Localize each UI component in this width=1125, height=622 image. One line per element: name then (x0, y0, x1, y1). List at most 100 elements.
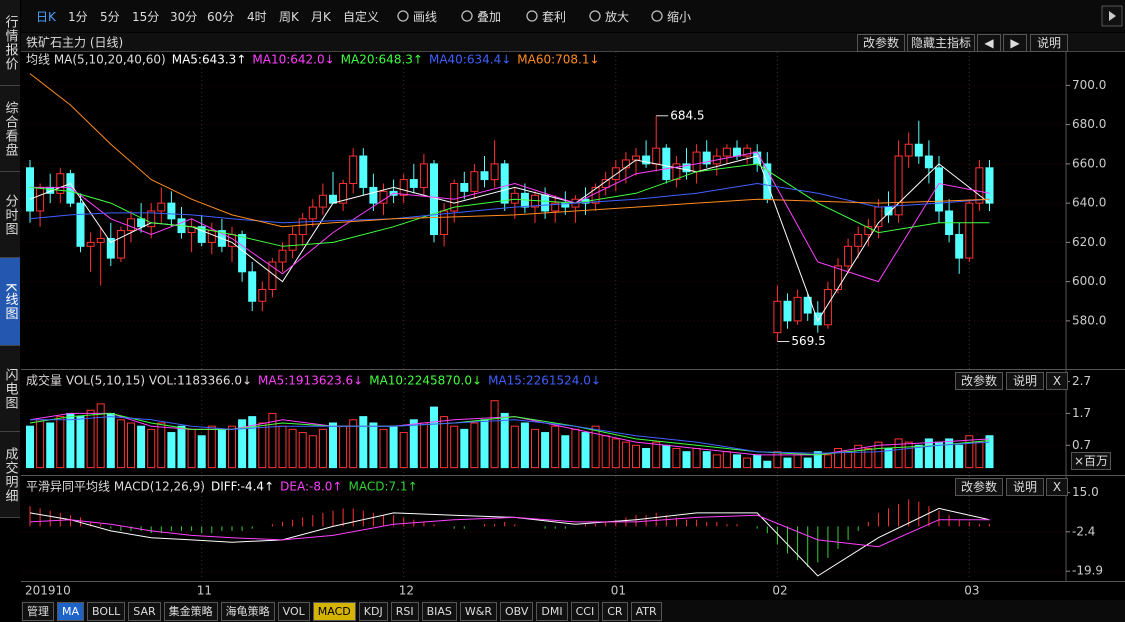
button[interactable]: 说明 (1030, 34, 1068, 52)
ma-line (30, 151, 990, 283)
button[interactable]: 说明 (1006, 372, 1044, 390)
sidebar-tab[interactable]: K线图 (0, 258, 20, 346)
y-tick-label: 660.0 (1072, 156, 1106, 170)
volume-bar (369, 422, 378, 469)
sidebar-tab[interactable]: 行情报价 (0, 0, 20, 86)
button[interactable]: 隐藏主指标 (907, 34, 975, 52)
button[interactable]: 改参数 (857, 34, 905, 52)
period-button[interactable]: 60分 (207, 10, 235, 24)
volume-bar (127, 422, 135, 469)
tool-button[interactable]: 缩小 (667, 10, 692, 24)
candle-body (914, 143, 923, 157)
period-button[interactable]: 30分 (170, 10, 198, 24)
volume-bar (430, 406, 438, 469)
period-button[interactable]: 月K (311, 10, 331, 24)
volume-bar (945, 438, 954, 469)
candle-body (975, 167, 984, 204)
ma-line (29, 155, 990, 323)
period-button[interactable]: 4时 (247, 10, 267, 24)
volume-bar (66, 412, 75, 469)
indicator-tab[interactable]: 海龟策略 (220, 602, 275, 621)
period-button[interactable]: 自定义 (343, 10, 380, 24)
candle-body (702, 151, 711, 165)
indicator-tab[interactable]: RSI (390, 602, 419, 621)
legend-entry: MA10:2245870.0↓ (369, 374, 482, 388)
indicator-tab[interactable]: W&R (459, 602, 497, 621)
ma-line (29, 163, 990, 247)
indicator-tab[interactable]: CR (602, 602, 628, 621)
button[interactable]: 改参数 (955, 372, 1003, 390)
indicator-tab[interactable]: BOLL (87, 602, 126, 621)
sidebar-tab[interactable]: 闪电图 (0, 346, 20, 432)
legend-entry: 均线 MA(5,10,20,40,60) (26, 53, 166, 67)
tool-button[interactable]: 套利 (542, 10, 567, 24)
candle-body (611, 167, 620, 181)
indicator-tab[interactable]: VOL (277, 602, 310, 621)
volume-bar (682, 451, 691, 469)
indicator-tab[interactable]: 管理 (22, 602, 54, 621)
tool-icon (526, 10, 538, 22)
candle-body (894, 155, 903, 216)
period-button[interactable]: 1分 (68, 10, 88, 24)
tool-icon (397, 10, 409, 22)
tool-button[interactable]: 画线 (413, 10, 438, 24)
indicator-tab[interactable]: SAR (128, 602, 161, 621)
close-button[interactable]: X (1046, 372, 1068, 390)
volume-bar (96, 403, 105, 469)
indicator-tab[interactable]: OBV (500, 602, 534, 621)
candle-body (561, 202, 570, 208)
indicator-tab[interactable]: ATR (630, 602, 662, 621)
candle-body (773, 300, 782, 334)
ma-line (29, 182, 990, 224)
button[interactable]: 改参数 (955, 478, 1003, 496)
period-button[interactable]: 日K (36, 10, 56, 24)
indicator-tab[interactable]: KDJ (358, 602, 388, 621)
sidebar-tab[interactable]: 分时图 (0, 172, 20, 258)
candle-body (460, 183, 469, 192)
legend-entry: 成交量 VOL(5,10,15) VOL:1183366.0↓ (26, 373, 252, 388)
candle-body (480, 171, 489, 181)
candle-body (743, 147, 752, 157)
volume-bar (965, 435, 974, 469)
button[interactable]: 说明 (1006, 478, 1044, 496)
indicator-tab[interactable]: DMI (536, 602, 568, 621)
indicator-tab[interactable]: CCI (570, 602, 600, 621)
legend-entry: MA10:642.0↓ (252, 53, 334, 67)
period-button[interactable]: 5分 (100, 10, 120, 24)
volume-bar (864, 448, 873, 469)
indicator-tab[interactable]: BIAS (421, 602, 457, 621)
period-button[interactable]: 周K (279, 10, 299, 24)
next-button[interactable]: ▶ (1003, 34, 1027, 52)
candle-body (844, 245, 853, 267)
tool-button[interactable]: 放大 (605, 10, 630, 24)
volume-bar (793, 454, 802, 469)
volume-bar (399, 432, 408, 469)
volume-bar (692, 448, 701, 469)
candle-body (692, 151, 701, 173)
legend-entry: DIFF:-4.4↑ (211, 480, 274, 494)
y-tick-label: 0.7 (1072, 438, 1091, 452)
sidebar-tab[interactable]: 综合看盘 (0, 86, 20, 172)
volume-bar (470, 422, 479, 469)
tool-button[interactable]: 叠加 (477, 10, 502, 24)
volume-bar (520, 422, 529, 469)
candle-body (632, 155, 640, 161)
volume-bar (914, 444, 923, 469)
sidebar-tab[interactable]: 成交明细 (0, 432, 20, 518)
chart-title: 铁矿石主力 (日线) (26, 36, 123, 50)
period-button[interactable]: 15分 (132, 10, 160, 24)
indicator-tab[interactable]: 集金策略 (163, 602, 218, 621)
tool-icon (589, 10, 601, 22)
prev-button[interactable]: ◀ (977, 34, 1001, 52)
close-button[interactable]: X (1046, 478, 1068, 496)
indicator-tab[interactable]: MACD (312, 602, 356, 621)
candle-body (268, 261, 277, 290)
volume-bar (490, 400, 499, 469)
volume-bar (551, 425, 560, 469)
volume-bar (712, 454, 721, 469)
volume-bar (56, 416, 65, 469)
candle-body (834, 265, 842, 290)
indicator-tab[interactable]: MA (57, 602, 85, 621)
volume-bar (329, 422, 337, 469)
y-tick-label: 580.0 (1072, 313, 1106, 327)
